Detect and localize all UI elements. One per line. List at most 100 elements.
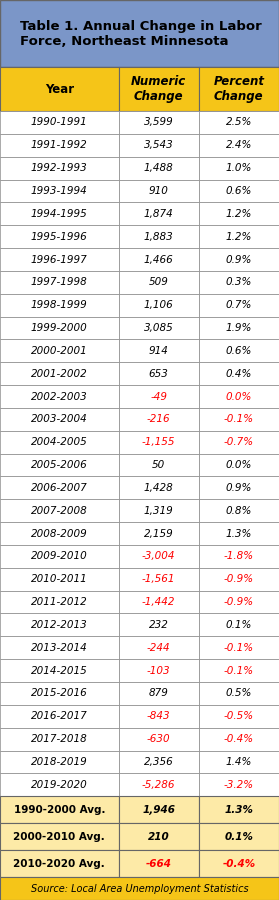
Bar — [0, 728, 119, 751]
Bar — [0, 225, 119, 248]
Text: 2001-2002: 2001-2002 — [31, 369, 88, 379]
Text: 1,946: 1,946 — [142, 805, 175, 814]
Text: -0.5%: -0.5% — [224, 711, 254, 721]
Text: -0.7%: -0.7% — [224, 437, 254, 447]
Bar — [199, 271, 279, 293]
Bar — [119, 545, 199, 568]
Bar — [0, 705, 119, 728]
Bar — [0, 202, 119, 225]
Bar — [119, 431, 199, 454]
Text: 1,874: 1,874 — [144, 209, 174, 219]
Text: 1.2%: 1.2% — [226, 209, 252, 219]
Text: 879: 879 — [149, 688, 169, 698]
Bar — [199, 568, 279, 590]
Text: 914: 914 — [149, 346, 169, 356]
Bar — [0, 568, 119, 590]
Text: 0.0%: 0.0% — [226, 392, 252, 401]
Bar — [0, 545, 119, 568]
Text: 0.9%: 0.9% — [226, 255, 252, 265]
Bar — [0, 271, 119, 293]
Text: 1994-1995: 1994-1995 — [31, 209, 88, 219]
Bar — [119, 773, 199, 796]
Bar — [119, 180, 199, 202]
Bar — [199, 157, 279, 180]
Text: 1.4%: 1.4% — [226, 757, 252, 767]
Text: 509: 509 — [149, 277, 169, 287]
Bar — [119, 636, 199, 659]
Bar — [0, 500, 119, 522]
Bar — [0, 317, 119, 339]
Text: 2018-2019: 2018-2019 — [31, 757, 88, 767]
Bar — [199, 431, 279, 454]
Bar — [199, 773, 279, 796]
Bar — [0, 111, 119, 134]
Text: 1995-1996: 1995-1996 — [31, 231, 88, 242]
Text: 1,106: 1,106 — [144, 301, 174, 310]
Bar — [119, 850, 199, 878]
Text: 210: 210 — [148, 832, 169, 842]
Bar — [119, 568, 199, 590]
Bar — [0, 293, 119, 317]
Bar — [199, 796, 279, 824]
Text: -49: -49 — [150, 392, 167, 401]
Bar — [199, 248, 279, 271]
Bar — [119, 590, 199, 614]
Text: 1998-1999: 1998-1999 — [31, 301, 88, 310]
Text: 2,159: 2,159 — [144, 528, 174, 538]
Bar — [199, 705, 279, 728]
Bar — [0, 180, 119, 202]
Text: -103: -103 — [147, 666, 170, 676]
Text: -0.9%: -0.9% — [224, 597, 254, 608]
Text: 1,883: 1,883 — [144, 231, 174, 242]
Text: 1.3%: 1.3% — [226, 528, 252, 538]
Bar — [199, 385, 279, 408]
Text: 2,356: 2,356 — [144, 757, 174, 767]
Bar — [0, 850, 119, 878]
Bar — [199, 850, 279, 878]
Bar — [119, 202, 199, 225]
Bar — [199, 180, 279, 202]
Text: 0.5%: 0.5% — [226, 688, 252, 698]
Bar — [0, 68, 119, 111]
Text: 2011-2012: 2011-2012 — [31, 597, 88, 608]
Text: -216: -216 — [147, 414, 170, 425]
Bar — [119, 751, 199, 773]
Bar — [0, 796, 119, 824]
Bar — [119, 293, 199, 317]
Text: 0.9%: 0.9% — [226, 483, 252, 493]
Text: 1996-1997: 1996-1997 — [31, 255, 88, 265]
Bar — [119, 317, 199, 339]
Bar — [199, 476, 279, 500]
Text: 1.3%: 1.3% — [224, 805, 253, 814]
Text: Percent
Change: Percent Change — [213, 76, 264, 104]
Text: -5,286: -5,286 — [142, 779, 175, 790]
Text: 2.5%: 2.5% — [226, 118, 252, 128]
Text: 2017-2018: 2017-2018 — [31, 734, 88, 744]
Bar — [119, 68, 199, 111]
Bar — [0, 134, 119, 157]
Bar — [199, 500, 279, 522]
Text: 0.7%: 0.7% — [226, 301, 252, 310]
Text: Source: Local Area Unemployment Statistics: Source: Local Area Unemployment Statisti… — [31, 884, 248, 894]
Text: 2013-2014: 2013-2014 — [31, 643, 88, 652]
Text: 1,428: 1,428 — [144, 483, 174, 493]
Bar — [0, 454, 119, 476]
Bar — [119, 659, 199, 682]
Bar — [0, 248, 119, 271]
Text: -664: -664 — [146, 859, 172, 868]
Text: 50: 50 — [152, 460, 165, 470]
Text: -630: -630 — [147, 734, 170, 744]
Text: 2010-2020 Avg.: 2010-2020 Avg. — [13, 859, 105, 868]
Text: 2005-2006: 2005-2006 — [31, 460, 88, 470]
Text: 653: 653 — [149, 369, 169, 379]
Bar — [199, 545, 279, 568]
Text: -1,442: -1,442 — [142, 597, 175, 608]
Text: 1999-2000: 1999-2000 — [31, 323, 88, 333]
Bar — [119, 134, 199, 157]
Bar — [119, 682, 199, 705]
Text: 0.8%: 0.8% — [226, 506, 252, 516]
Text: 2002-2003: 2002-2003 — [31, 392, 88, 401]
Bar — [0, 590, 119, 614]
Bar — [119, 157, 199, 180]
Bar — [0, 522, 119, 545]
